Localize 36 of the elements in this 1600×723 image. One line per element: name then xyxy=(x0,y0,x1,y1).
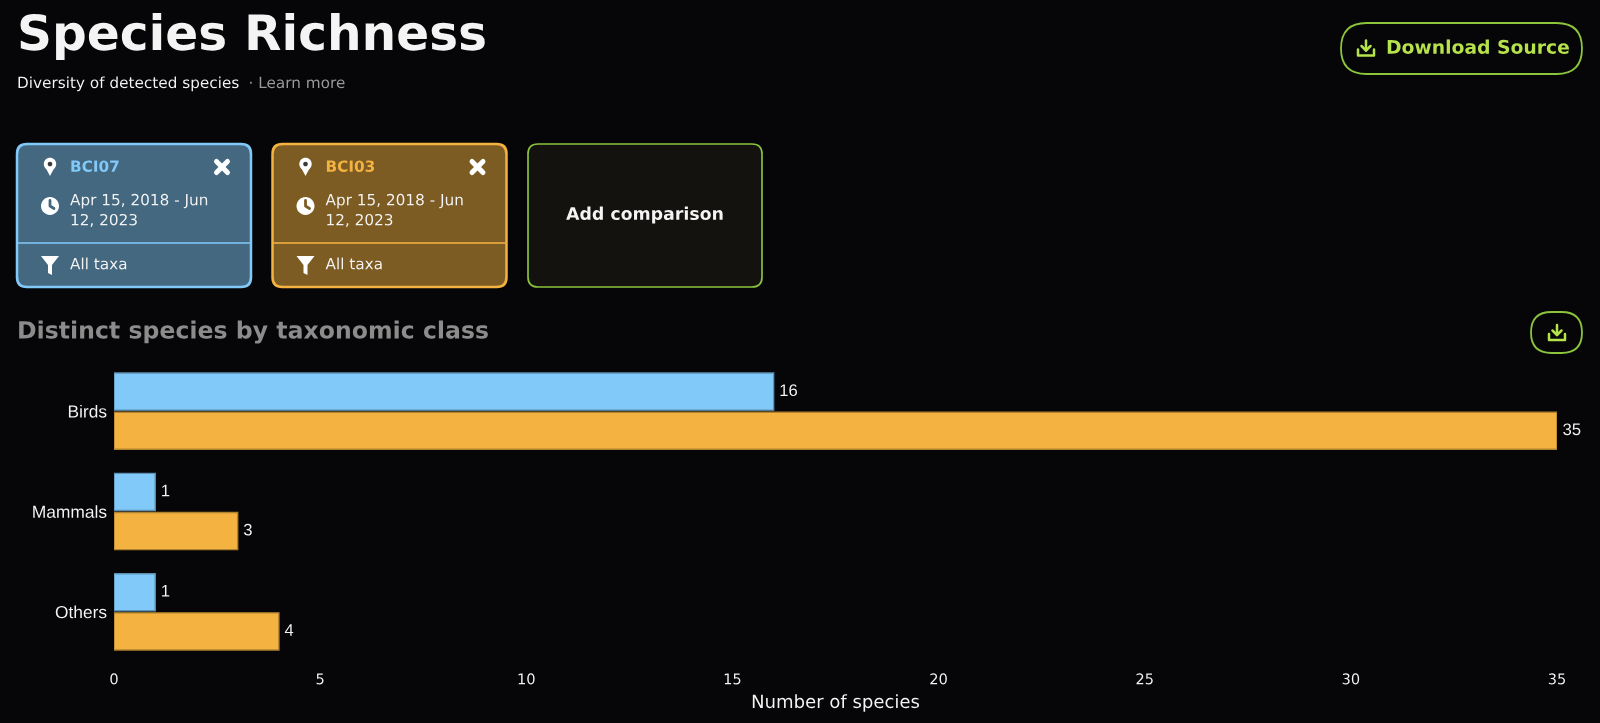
bar xyxy=(114,511,239,551)
data-label: 35 xyxy=(1563,423,1581,436)
x-tick-label: 25 xyxy=(1136,673,1153,685)
bar xyxy=(114,411,1557,450)
text: All taxa xyxy=(70,257,127,270)
chart-subtitle: Diversity of detected species xyxy=(18,76,239,92)
chart-title: Species Richness xyxy=(20,13,485,61)
bar xyxy=(114,573,156,612)
data-label: 16 xyxy=(780,384,798,397)
x-tick-label: 0 xyxy=(110,673,118,685)
text: Apr 15, 2018 - Jun 12, 2023 xyxy=(70,193,208,227)
text: BCI07 xyxy=(71,160,119,172)
text: Apr 15, 2018 - Jun 12, 2023 xyxy=(325,193,463,227)
data-label: 1 xyxy=(162,585,170,597)
bar xyxy=(114,612,280,651)
text: · Learn more xyxy=(250,76,345,89)
text: Add comparison xyxy=(566,206,723,224)
x-tick-label: 15 xyxy=(724,673,741,685)
y-tick-label: Mammals xyxy=(33,505,107,518)
bar xyxy=(114,372,775,411)
x-tick-label: 10 xyxy=(518,673,535,685)
bar xyxy=(114,472,156,512)
text: BCI03 xyxy=(326,160,375,172)
x-tick-label: 35 xyxy=(1548,673,1565,685)
x-tick-label: 20 xyxy=(930,673,947,685)
y-tick-label: Birds xyxy=(68,404,107,418)
y-tick-label: Others xyxy=(55,605,107,619)
data-label: 4 xyxy=(284,624,294,636)
text: Distinct species by taxonomic class xyxy=(19,320,488,344)
x-tick-label: 30 xyxy=(1342,673,1360,685)
text: Download Source xyxy=(1387,39,1569,54)
x-tick-label: 5 xyxy=(316,673,324,685)
text: All taxa xyxy=(325,257,382,270)
x-axis-title: Number of species xyxy=(752,694,920,712)
data-label: 1 xyxy=(162,484,170,497)
data-label: 3 xyxy=(243,523,252,536)
